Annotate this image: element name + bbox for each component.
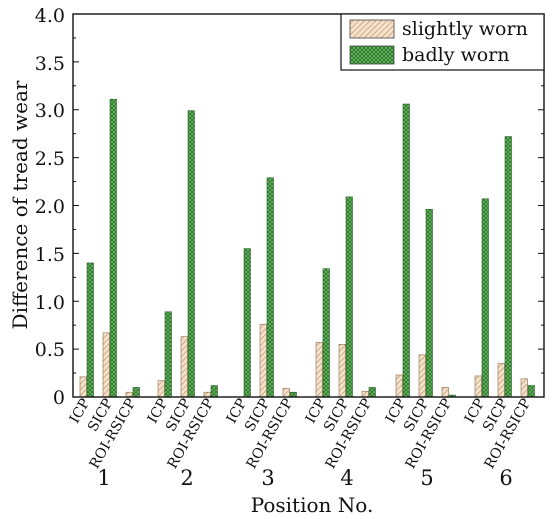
bar-badly-worn (425, 209, 433, 398)
bar-slightly-worn (418, 354, 426, 398)
bar-badly-worn (402, 103, 410, 398)
y-tick-label: 1.5 (35, 244, 65, 266)
y-tick-labels: 0 0.5 1.0 1.5 2.0 2.5 3.0 3.5 4.0 (35, 5, 65, 409)
bar-badly-worn (481, 198, 489, 398)
position-label: 1 (97, 466, 110, 490)
bar-slightly-worn (203, 391, 211, 398)
position-label: 2 (180, 466, 193, 490)
axis-ticks (73, 13, 544, 398)
legend-swatch-slightly-worn (349, 19, 395, 39)
bar-badly-worn (86, 262, 94, 398)
y-tick-label: 1.0 (35, 292, 65, 314)
bar-badly-worn (109, 98, 117, 398)
bar-badly-worn (132, 387, 140, 398)
x-axis-title: Position No. (251, 493, 374, 517)
bar-slightly-worn (338, 344, 346, 398)
bar-slightly-worn (282, 388, 290, 398)
bar-slightly-worn (497, 363, 505, 398)
bar-slightly-worn (125, 391, 133, 398)
bar-slightly-worn (441, 387, 449, 398)
legend-label-slightly-worn: slightly worn (402, 18, 528, 40)
bar-badly-worn (322, 268, 330, 398)
bar-slightly-worn (361, 390, 369, 398)
bar-slightly-worn (102, 332, 110, 398)
bar-badly-worn (289, 391, 297, 398)
position-label: 4 (340, 466, 353, 490)
position-labels: 1 2 3 4 5 6 (97, 466, 512, 490)
y-tick-label: 4.0 (35, 5, 65, 27)
legend: slightly worn badly worn (340, 13, 545, 71)
bar-slightly-worn (180, 336, 188, 398)
y-tick-label: 0 (53, 387, 65, 409)
y-tick-label: 0.5 (35, 339, 65, 361)
bar-slightly-worn (259, 323, 267, 398)
bars (79, 98, 535, 398)
bar-badly-worn (527, 385, 535, 398)
y-tick-label: 2.5 (35, 148, 65, 170)
bar-slightly-worn (520, 378, 528, 398)
bar-badly-worn (504, 136, 512, 398)
bar-slightly-worn (315, 342, 323, 398)
position-label: 5 (420, 466, 433, 490)
y-tick-label: 2.0 (35, 196, 65, 218)
bar-badly-worn (243, 248, 251, 398)
y-tick-label: 3.0 (35, 100, 65, 122)
bar-slightly-worn (79, 376, 87, 398)
position-label: 6 (499, 466, 512, 490)
bar-badly-worn (345, 196, 353, 398)
position-label: 3 (261, 466, 274, 490)
bar-badly-worn (187, 110, 195, 398)
bar-slightly-worn (157, 380, 165, 398)
plot-frame (72, 13, 545, 398)
bar-badly-worn (368, 387, 376, 398)
legend-label-badly-worn: badly worn (402, 44, 510, 66)
bar-slightly-worn (395, 374, 403, 398)
legend-swatch-badly-worn (349, 45, 395, 65)
y-axis-title: Difference of tread wear (8, 80, 32, 329)
bar-badly-worn (164, 311, 172, 398)
bar-slightly-worn (474, 375, 482, 398)
bar-badly-worn (266, 177, 274, 398)
y-tick-label: 3.5 (35, 53, 65, 75)
bar-badly-worn (210, 385, 218, 398)
